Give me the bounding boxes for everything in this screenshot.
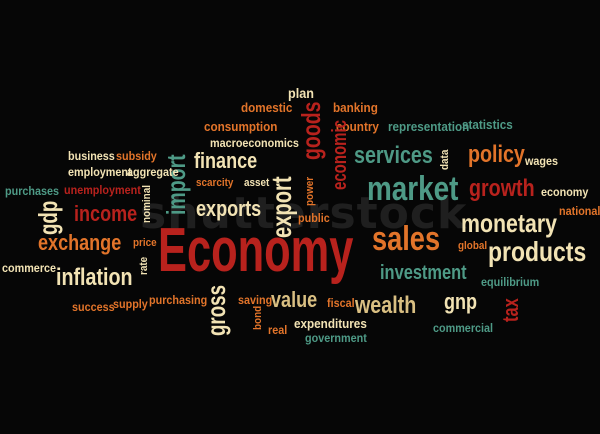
word-country: country	[336, 119, 379, 134]
word-investment: investment	[380, 262, 467, 284]
word-goods: goods	[296, 101, 326, 161]
word-products: products	[488, 236, 587, 267]
word-nominal: nominal	[141, 185, 153, 223]
word-domestic: domestic	[241, 100, 293, 115]
word-banking: banking	[333, 100, 378, 115]
word-inflation: inflation	[56, 264, 133, 291]
word-monetary: monetary	[461, 208, 557, 238]
word-growth: growth	[469, 175, 535, 202]
word-data: data	[439, 149, 451, 170]
word-equilibrium: equilibrium	[481, 275, 540, 289]
word-price: price	[133, 237, 157, 249]
word-economy: Economy	[158, 216, 354, 285]
word-rate: rate	[138, 256, 150, 275]
word-commerce: commerce	[2, 261, 57, 275]
word-statistics: statistics	[462, 117, 513, 132]
word-economy: economy	[541, 185, 589, 199]
word-value: value	[271, 287, 318, 312]
word-representation: representation	[388, 119, 470, 134]
word-unemployment: unemployment	[64, 183, 141, 197]
word-supply: supply	[113, 297, 148, 311]
word-aggregate: aggregate	[127, 165, 179, 179]
word-macroeconomics: macroeconomics	[210, 136, 299, 150]
word-real: real	[268, 323, 288, 337]
word-fiscal: fiscal	[327, 296, 355, 310]
word-purchases: purchases	[5, 184, 60, 198]
word-wages: wages	[525, 154, 559, 168]
word-exports: exports	[196, 196, 262, 221]
word-purchasing: purchasing	[149, 293, 208, 307]
word-policy: policy	[468, 141, 525, 168]
word-consumption: consumption	[204, 119, 278, 134]
word-subsidy: subsidy	[116, 149, 157, 163]
word-saving: saving	[238, 293, 273, 307]
word-economic: economic	[329, 119, 351, 190]
word-business: business	[68, 149, 115, 163]
word-national: national	[559, 204, 600, 218]
word-scarcity: scarcity	[196, 177, 234, 189]
word-asset: asset	[244, 177, 270, 189]
word-exchange: exchange	[38, 230, 122, 255]
word-gross: gross	[201, 285, 231, 336]
word-services: services	[354, 142, 433, 169]
word-market: market	[367, 170, 459, 208]
word-import: import	[161, 154, 191, 215]
word-sales: sales	[372, 220, 441, 258]
word-commercial: commercial	[433, 321, 494, 335]
word-tax: tax	[498, 298, 523, 322]
word-plan: plan	[288, 85, 314, 101]
word-public: public	[298, 211, 330, 225]
word-success: success	[72, 300, 115, 314]
word-expenditures: expenditures	[294, 316, 367, 331]
word-power: power	[304, 176, 316, 206]
word-gnp: gnp	[444, 289, 478, 314]
word-government: government	[305, 331, 367, 345]
word-employment: employment	[68, 165, 132, 179]
word-bond: bond	[252, 305, 264, 330]
word-global: global	[458, 240, 488, 252]
word-income: income	[74, 201, 138, 226]
word-finance: finance	[194, 148, 258, 173]
word-wealth: wealth	[355, 292, 417, 319]
